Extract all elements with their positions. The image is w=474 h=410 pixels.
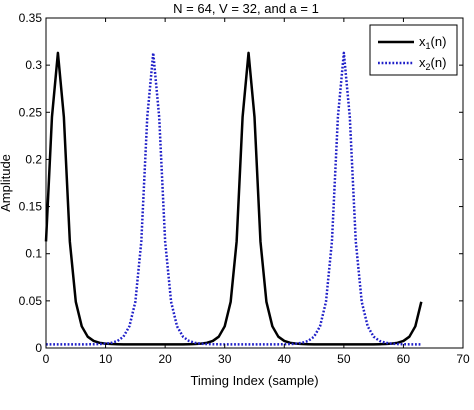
ticks-layer: 0 10 20 30 40 50 60 70 0 0.05 0.1 0.15 0.2 0.25 0.3 0.3… — [19, 11, 470, 366]
y-tick-label: 0.3 — [25, 58, 42, 72]
legend: x1(n) x2(n) — [369, 24, 458, 76]
x-tick-label: 40 — [278, 352, 292, 366]
x-axis-label: Timing Index (sample) — [190, 373, 318, 388]
legend-suffix-x2: (n) — [431, 55, 447, 70]
x-tick-label: 10 — [99, 352, 113, 366]
x-tick-label: 0 — [43, 352, 50, 366]
legend-box — [369, 24, 458, 76]
legend-label-x2: x2(n) — [419, 55, 446, 72]
y-tick-label: 0.1 — [25, 247, 42, 261]
y-tick-label: 0.25 — [19, 105, 43, 119]
legend-name-x1: x — [419, 34, 426, 49]
legend-subscript-x2: 2 — [426, 62, 431, 72]
x-tick-label: 70 — [456, 352, 470, 366]
legend-name-x2: x — [419, 55, 426, 70]
chart-title: N = 64, V = 32, and a = 1 — [173, 1, 319, 16]
legend-label-x1: x1(n) — [419, 34, 446, 51]
legend-subscript-x1: 1 — [426, 41, 431, 51]
legend-suffix-x1: (n) — [431, 34, 447, 49]
y-tick-label: 0.35 — [19, 11, 43, 25]
x-tick-label: 60 — [397, 352, 411, 366]
y-tick-label: 0.2 — [25, 152, 42, 166]
x-tick-label: 20 — [158, 352, 172, 366]
x-tick-label: 30 — [218, 352, 232, 366]
y-tick-label: 0 — [35, 341, 42, 355]
series-line-x2 — [46, 51, 422, 346]
plot-frame — [45, 17, 464, 349]
y-tick-label: 0.05 — [19, 294, 43, 308]
x-tick-label: 50 — [337, 352, 351, 366]
series-layer — [44, 51, 423, 346]
y-tick-label: 0.15 — [19, 200, 43, 214]
y-axis-label: Amplitude — [0, 154, 13, 212]
